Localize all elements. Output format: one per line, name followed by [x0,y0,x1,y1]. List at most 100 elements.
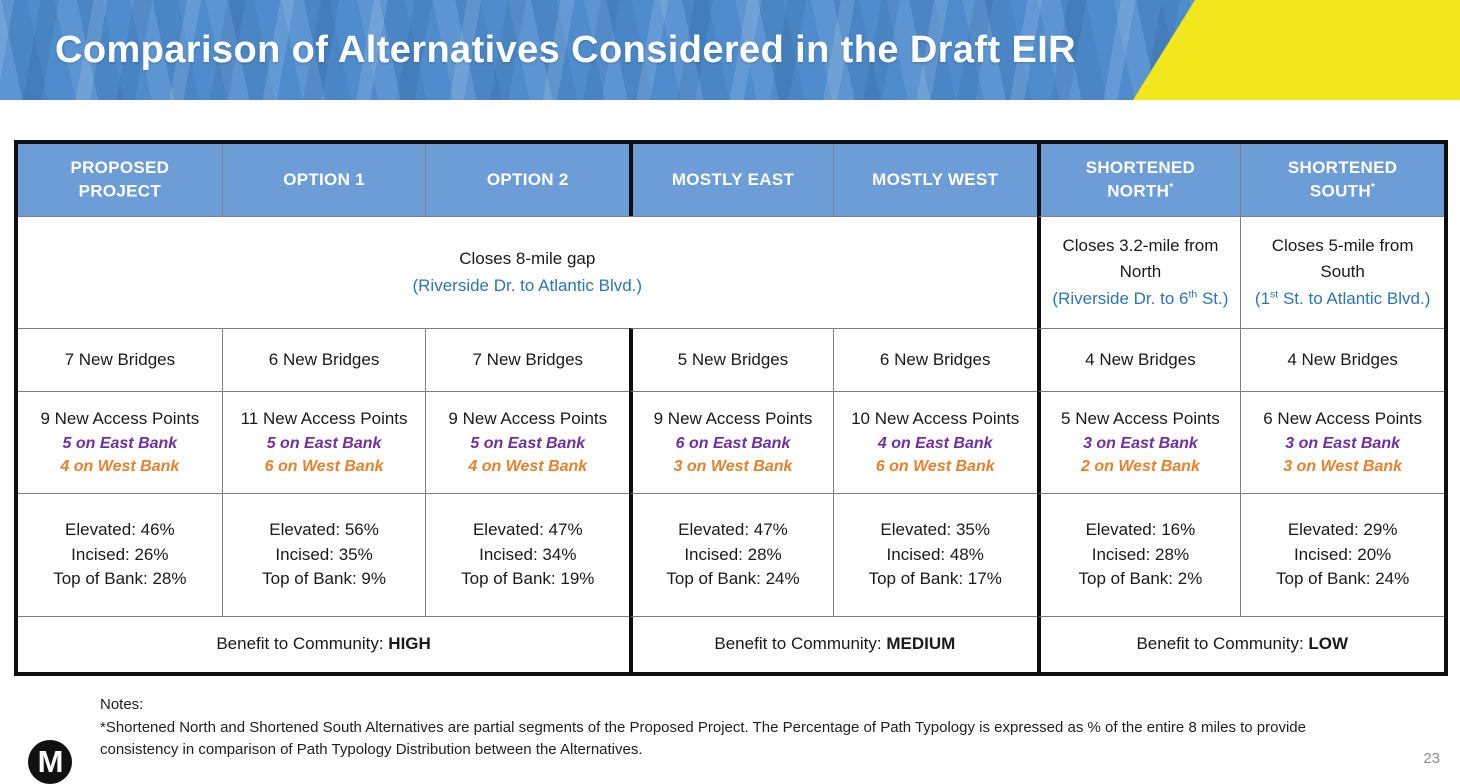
incised-pct: Incised: 28% [684,544,782,564]
west-bank-count: 4 on West Bank [60,457,180,475]
notes: Notes: *Shortened North and Shortened So… [100,694,1315,762]
typology-cell: Elevated: 56% Incised: 35% Top of Bank: … [221,493,426,616]
typology-cell: Elevated: 16% Incised: 28% Top of Bank: … [1036,493,1241,616]
top-of-bank-pct: Top of Bank: 9% [262,569,386,589]
benefit-cell-medium: Benefit to Community: MEDIUM [629,616,1037,672]
incised-pct: Incised: 35% [275,544,373,564]
east-bank-count: 5 on East Bank [266,434,382,452]
bridges-cell: 6 New Bridges [221,328,426,391]
gap-cell-main: Closes 8-mile gap (Riverside Dr. to Atla… [18,216,1037,328]
west-bank-count: 6 on West Bank [264,457,384,475]
east-bank-count: 6 on East Bank [675,434,791,452]
east-bank-count: 3 on East Bank [1285,434,1400,452]
east-bank-count: 4 on East Bank [877,434,993,452]
bridges-cell: 4 New Bridges [1240,328,1444,391]
bridges-cell: 7 New Bridges [425,328,630,391]
gap-endpoints: (1st St. to Atlantic Blvd.) [1254,288,1431,308]
gap-distance: Closes 5-mile from South [1271,235,1414,282]
header-label: SHORTENED [1085,157,1196,177]
elevated-pct: Elevated: 47% [678,520,788,540]
metro-logo: M [28,740,72,784]
yellow-accent-shape [1133,0,1460,100]
access-cell: 5 New Access Points 3 on East Bank 2 on … [1036,391,1241,493]
header-label-line2: NORTH* [1107,180,1174,201]
typology-cell: Elevated: 47% Incised: 28% Top of Bank: … [629,493,833,616]
page-number: 23 [1423,750,1440,767]
access-total: 10 New Access Points [851,408,1020,428]
west-bank-count: 3 on West Bank [1283,457,1403,475]
page-title: Comparison of Alternatives Considered in… [55,28,1077,71]
benefit-cell-low: Benefit to Community: LOW [1036,616,1444,672]
bridges-cell: 5 New Bridges [629,328,833,391]
top-of-bank-pct: Top of Bank: 24% [666,569,800,589]
incised-pct: Incised: 20% [1293,544,1392,564]
header-cell-shortened-north: SHORTENED NORTH* [1036,144,1241,216]
top-of-bank-pct: Top of Bank: 28% [53,569,187,589]
header-label: OPTION 2 [486,169,569,189]
comparison-table: PROPOSED PROJECT OPTION 1 OPTION 2 MOSTL… [14,140,1448,676]
benefit-cell-high: Benefit to Community: HIGH [18,616,630,672]
gap-distance: Closes 3.2-mile from North [1062,235,1219,282]
elevated-pct: Elevated: 47% [472,520,583,540]
access-total: 6 New Access Points [1263,408,1422,428]
elevated-pct: Elevated: 35% [880,520,991,540]
benefit-level: LOW [1308,634,1349,654]
access-cell: 10 New Access Points 4 on East Bank 6 on… [832,391,1037,493]
header-cell-mostly-east: MOSTLY EAST [629,144,833,216]
incised-pct: Incised: 48% [886,544,984,564]
bridges-cell: 6 New Bridges [832,328,1037,391]
metro-logo-letter: M [37,744,64,779]
notes-text: *Shortened North and Shortened South Alt… [100,718,1306,759]
west-bank-count: 2 on West Bank [1081,457,1200,475]
header-label: MOSTLY WEST [872,169,999,189]
gap-cell-shortened-north: Closes 3.2-mile from North (Riverside Dr… [1036,216,1241,328]
access-total: 5 New Access Points [1061,408,1220,428]
title-banner [0,0,1460,100]
asterisk: * [1169,180,1174,193]
notes-heading: Notes: [100,696,144,713]
header-label: SHORTENED [1287,157,1398,177]
west-bank-count: 6 on West Bank [875,457,995,475]
header-label: MOSTLY EAST [671,169,795,189]
typology-cell: Elevated: 47% Incised: 34% Top of Bank: … [425,493,630,616]
access-cell: 6 New Access Points 3 on East Bank 3 on … [1240,391,1444,493]
west-bank-count: 4 on West Bank [468,457,588,475]
access-total: 9 New Access Points [40,408,200,428]
elevated-pct: Elevated: 46% [65,520,175,540]
top-of-bank-pct: Top of Bank: 2% [1078,569,1203,589]
typology-cell: Elevated: 35% Incised: 48% Top of Bank: … [832,493,1037,616]
gap-distance: Closes 8-mile gap [459,249,596,269]
access-total: 9 New Access Points [448,408,608,428]
header-cell-shortened-south: SHORTENED SOUTH* [1240,144,1444,216]
header-cell-mostly-west: MOSTLY WEST [832,144,1037,216]
access-cell: 11 New Access Points 5 on East Bank 6 on… [221,391,426,493]
east-bank-count: 5 on East Bank [470,434,586,452]
elevated-pct: Elevated: 56% [269,520,379,540]
bridges-cell: 4 New Bridges [1036,328,1241,391]
header-label: PROPOSED [70,157,170,177]
gap-endpoints: (Riverside Dr. to Atlantic Blvd.) [412,275,643,295]
incised-pct: Incised: 34% [479,544,577,564]
header-label: OPTION 1 [283,169,365,189]
east-bank-count: 5 on East Bank [62,434,178,452]
benefit-level: MEDIUM [886,634,956,654]
west-bank-count: 3 on West Bank [673,457,793,475]
benefit-level: HIGH [388,634,431,654]
header-label-line2: PROJECT [78,181,162,201]
header-cell-option-2: OPTION 2 [425,144,630,216]
incised-pct: Incised: 28% [1091,544,1190,564]
elevated-pct: Elevated: 16% [1085,520,1196,540]
typology-cell: Elevated: 46% Incised: 26% Top of Bank: … [18,493,222,616]
asterisk: * [1370,180,1376,193]
incised-pct: Incised: 26% [71,544,169,564]
bridges-cell: 7 New Bridges [18,328,222,391]
access-cell: 9 New Access Points 6 on East Bank 3 on … [629,391,833,493]
east-bank-count: 3 on East Bank [1083,434,1198,452]
gap-cell-shortened-south: Closes 5-mile from South (1st St. to Atl… [1240,216,1444,328]
access-total: 11 New Access Points [240,408,408,428]
header-label-line2: SOUTH* [1309,180,1376,201]
header-cell-option-1: OPTION 1 [221,144,426,216]
top-of-bank-pct: Top of Bank: 19% [461,569,595,589]
gap-endpoints: (Riverside Dr. to 6th St.) [1052,288,1229,308]
